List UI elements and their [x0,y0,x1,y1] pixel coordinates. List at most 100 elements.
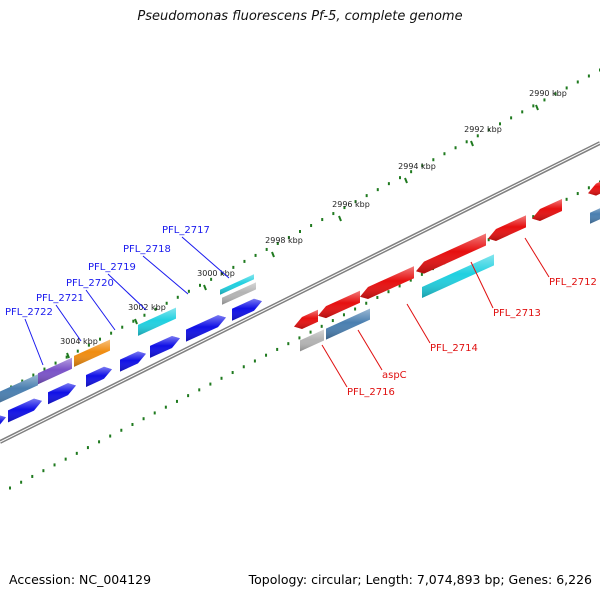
scale-dot [198,388,201,392]
scale-dot [231,371,234,375]
leader-line [321,344,348,388]
gene-label-forward: PFL_2720 [66,278,114,289]
scale-dot [109,434,112,438]
scale-dot [254,253,257,257]
scale-tick-label: 3004 kbp [60,337,98,346]
scale-dot [476,134,479,138]
scale-tick [203,284,207,291]
scale-dot [31,474,34,478]
scale-dot [310,224,313,228]
scale-dot [187,289,190,293]
scale-dot [209,382,212,386]
gene-label-forward: PFL_2719 [88,262,136,273]
scale-dot [410,170,413,174]
scale-dot [64,457,67,461]
scale-dot [387,182,390,186]
scale-dot [443,152,446,156]
scale-dot [87,343,90,347]
reverse-cds-arrow-shade [488,215,526,241]
scale-tick-label: 2994 kbp [398,162,436,171]
scale-dot [210,277,213,281]
scale-dot [265,247,268,251]
scale-dot [32,373,35,377]
scale-dot [221,271,224,275]
scale-dot [199,283,201,287]
forward-cds-arrow-shade [8,398,42,423]
cog-block-gray-small-shade [222,282,256,305]
scale-dot [421,164,424,168]
scale-dot [253,359,256,363]
scale-dot [287,235,290,239]
scale-dot [276,347,279,351]
scale-dot [543,98,546,102]
scale-dot [86,446,89,450]
scale-dot [142,417,145,421]
leader-line [406,303,431,344]
reverse-cds-arrow-shade [588,181,600,196]
scale-dot [132,319,135,323]
scale-dot [153,411,156,415]
leader-line [470,261,494,309]
scale-dot [332,212,335,216]
scale-dot [454,146,457,150]
scale-dot [331,319,334,323]
scale-dot [465,140,468,144]
scale-dot [75,451,78,455]
scale-tick [134,318,138,325]
backbone-line-inner [0,142,600,443]
scale-dot [432,158,435,162]
scale-dot [175,399,178,403]
scale-dot [398,284,401,288]
scale-dot [532,215,535,219]
scale-dot [242,365,245,369]
scale-dot [110,331,113,335]
genome-backbone [0,141,600,444]
cog-block-cyan-thin-shade [220,274,254,295]
scale-dot [120,428,123,432]
scale-tick [535,104,539,111]
leader-line [357,329,383,371]
accession-text: Accession: NC_004129 [9,572,152,587]
forward-cds-arrow-shade [150,336,180,358]
gene-label-forward: PFL_2722 [5,307,53,318]
gene-label-forward: PFL_2721 [36,293,84,304]
reverse-cds-arrow-shade [416,233,486,274]
cog-block-purple-shade [38,357,72,385]
leader-line [524,237,550,278]
scale-dot [298,336,301,340]
scale-dot [376,188,379,192]
scale-dot [309,330,312,334]
leader-line [142,255,189,295]
scale-dot [20,480,23,484]
gene-label-reverse: PFL_2714 [430,343,478,354]
scale-dot [21,379,24,383]
scale-ticks: 2990 kbp 2992 kbp 2994 kbp 2996 kbp 2998 kbp… [60,89,567,359]
scale-dot [365,194,368,198]
scale-dot [53,463,56,467]
leader-line [24,318,44,366]
forward-cds-arrow-shade [48,383,76,405]
feature-track [0,181,600,425]
cog-block-orange-shade [74,339,110,367]
scale-dot [565,197,568,201]
scale-dot [576,192,579,196]
scale-dot [532,104,535,108]
forward-cds-arrow-shade [0,415,6,425]
forward-cds-arrow-shade [186,315,226,342]
scale-dot [587,74,590,78]
gene-label-forward: PFL_2718 [123,244,171,255]
leader-line [55,304,82,342]
leader-line [107,273,147,311]
scale-dot [321,218,324,222]
scale-tick [338,215,342,222]
scale-dot [409,278,412,282]
genome-stats-text: Topology: circular; Length: 7,074,893 bp… [248,572,592,587]
cog-block-steelblue-shade [0,374,38,403]
scale-dot [487,238,490,242]
scale-dot [499,122,501,126]
scale-dot [121,325,124,329]
scale-dot [354,307,357,311]
gene-label-forward: PFL_2717 [162,225,210,236]
reverse-cds-arrow-shade [294,309,318,329]
scale-dot [232,265,235,269]
